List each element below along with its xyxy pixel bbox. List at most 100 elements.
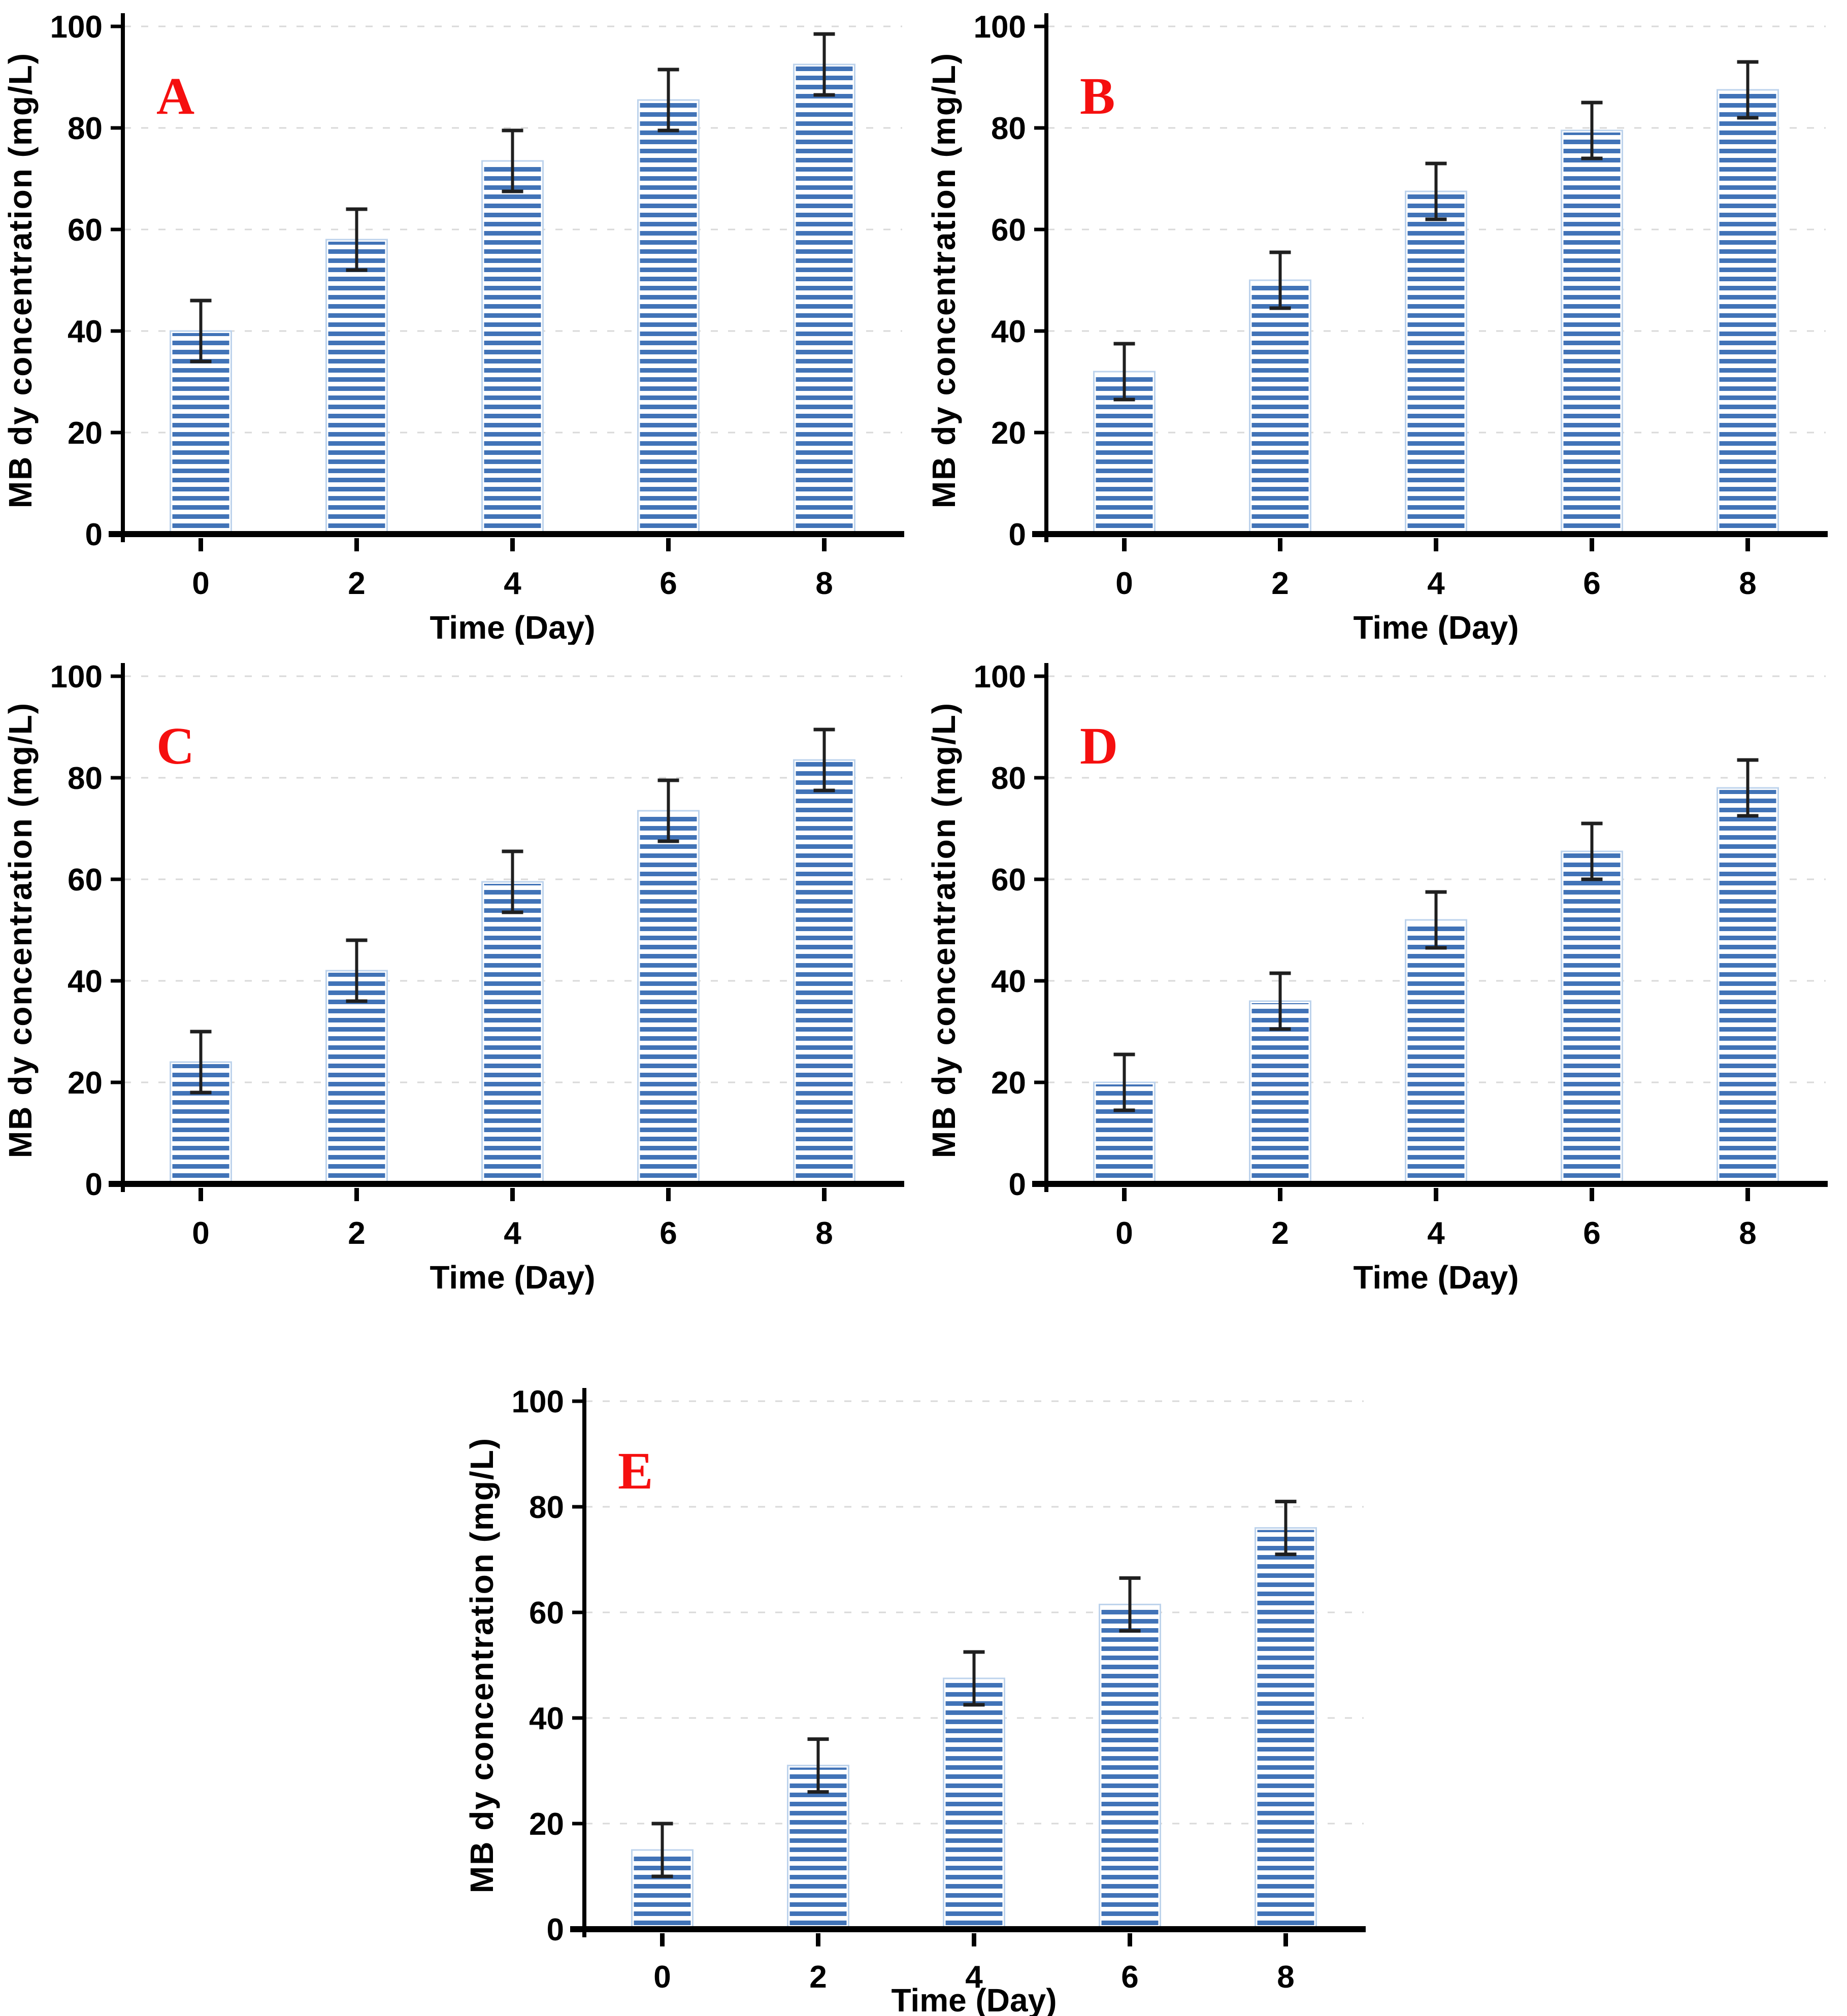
bar-stripes-day-8 xyxy=(1719,92,1776,533)
y-tick-label-100: 100 xyxy=(974,659,1026,695)
error-bar-day-4 xyxy=(502,849,523,914)
error-bar-day-8 xyxy=(1275,1500,1297,1557)
x-axis-title: Time (Day) xyxy=(430,1259,595,1295)
bar-stripes-day-8 xyxy=(1257,1530,1314,1928)
bar-chart-C: 0 20 40 60 80 100 0 2 4 6 8 Time (Day) MB dy concent… xyxy=(2,659,904,1295)
chart-panel-C: 0 20 40 60 80 100 0 2 4 6 8 Time (Day) MB dy concent… xyxy=(0,650,924,1295)
chart-panel-B: 0 20 40 60 80 100 0 2 4 6 8 Time (Day) MB dy concent… xyxy=(924,0,1847,645)
x-tick-label-4: 4 xyxy=(1427,566,1445,601)
x-tick-label-2: 2 xyxy=(809,1960,827,1995)
x-axis-title: Time (Day) xyxy=(1353,609,1519,645)
x-tick-label-6: 6 xyxy=(1583,1216,1600,1251)
y-tick-label-80: 80 xyxy=(991,761,1026,796)
x-tick-label-2: 2 xyxy=(1271,566,1289,601)
x-tick-label-6: 6 xyxy=(659,1216,677,1251)
x-tick-label-6: 6 xyxy=(1121,1960,1138,1995)
error-bar-day-4 xyxy=(1425,161,1447,221)
bar-stripes-day-4 xyxy=(484,163,541,533)
error-bar-day-4 xyxy=(963,1650,985,1707)
y-tick-label-60: 60 xyxy=(68,213,103,248)
x-tick-label-8: 8 xyxy=(1277,1960,1294,1995)
bar-stripes-day-2 xyxy=(1251,282,1309,533)
y-tick-label-0: 0 xyxy=(85,1167,103,1202)
y-tick-label-100: 100 xyxy=(974,10,1026,45)
error-bar-day-0 xyxy=(1113,1052,1135,1112)
y-axis-title: MB dy concentration (mg/L) xyxy=(926,52,962,508)
bar-stripes-day-8 xyxy=(796,762,853,1183)
x-tick-label-2: 2 xyxy=(348,566,365,601)
x-tick-label-6: 6 xyxy=(659,566,677,601)
error-bar-day-2 xyxy=(1269,250,1291,310)
bar-chart-D: 0 20 40 60 80 100 0 2 4 6 8 Time (Day) MB dy concent… xyxy=(926,659,1828,1295)
y-tick-label-0: 0 xyxy=(1009,517,1026,552)
error-bar-day-8 xyxy=(1737,60,1759,120)
chart-panel-E: 0 20 40 60 80 100 0 2 4 6 8 Time (Day) MB dy concent… xyxy=(461,1315,1385,2016)
y-tick-label-100: 100 xyxy=(50,10,103,45)
y-tick-label-20: 20 xyxy=(991,1066,1026,1101)
error-bar-day-8 xyxy=(1737,758,1759,818)
bar-chart-E: 0 20 40 60 80 100 0 2 4 6 8 Time (Day) MB dy concent… xyxy=(464,1384,1366,2016)
y-tick-label-80: 80 xyxy=(68,761,103,796)
error-bar-day-0 xyxy=(1113,342,1135,402)
panel-letter-B: B xyxy=(1080,67,1115,125)
error-bar-day-2 xyxy=(346,938,368,1003)
y-tick-label-0: 0 xyxy=(547,1912,564,1947)
panel-letter-E: E xyxy=(618,1442,653,1500)
y-tick-label-20: 20 xyxy=(68,416,103,451)
y-tick-label-80: 80 xyxy=(68,111,103,146)
y-tick-label-40: 40 xyxy=(68,964,103,999)
error-bar-day-2 xyxy=(807,1737,829,1794)
x-tick-label-8: 8 xyxy=(1739,566,1756,601)
bar-stripes-day-2 xyxy=(789,1767,847,1928)
y-tick-label-20: 20 xyxy=(529,1807,564,1842)
x-tick-label-4: 4 xyxy=(965,1960,983,1995)
chart-panel-A: 0 20 40 60 80 100 0 2 4 6 8 Time (Day) MB dy concent… xyxy=(0,0,924,645)
error-bar-day-8 xyxy=(813,32,835,97)
bar-stripes-day-4 xyxy=(484,884,541,1183)
y-tick-label-100: 100 xyxy=(50,659,103,695)
error-bar-day-2 xyxy=(1269,971,1291,1031)
y-tick-label-40: 40 xyxy=(991,314,1026,349)
y-tick-label-60: 60 xyxy=(991,863,1026,898)
y-tick-label-80: 80 xyxy=(991,111,1026,146)
error-bar-day-0 xyxy=(190,299,212,363)
y-tick-label-40: 40 xyxy=(991,964,1026,999)
error-bar-day-4 xyxy=(502,128,523,193)
bar-stripes-day-2 xyxy=(1251,1003,1309,1183)
x-tick-label-4: 4 xyxy=(504,1216,521,1251)
error-bar-day-0 xyxy=(190,1030,212,1095)
error-bar-day-6 xyxy=(657,68,679,133)
bar-stripes-day-8 xyxy=(796,67,853,533)
x-axis-title: Time (Day) xyxy=(1353,1259,1519,1295)
error-bar-day-6 xyxy=(657,778,679,843)
bar-stripes-day-8 xyxy=(1719,790,1776,1183)
x-axis-title: Time (Day) xyxy=(891,1982,1057,2016)
error-bar-day-2 xyxy=(346,207,368,272)
error-bar-day-6 xyxy=(1581,101,1603,160)
y-axis-title: MB dy concentration (mg/L) xyxy=(2,702,39,1158)
x-tick-label-8: 8 xyxy=(815,1216,833,1251)
x-tick-label-0: 0 xyxy=(192,566,209,601)
x-tick-label-4: 4 xyxy=(504,566,521,601)
chart-panel-D: 0 20 40 60 80 100 0 2 4 6 8 Time (Day) MB dy concent… xyxy=(924,650,1847,1295)
bar-stripes-day-6 xyxy=(1563,853,1621,1183)
y-tick-label-60: 60 xyxy=(68,863,103,898)
y-tick-label-20: 20 xyxy=(68,1066,103,1101)
error-bar-day-4 xyxy=(1425,890,1447,950)
y-tick-label-0: 0 xyxy=(85,517,103,552)
y-tick-label-60: 60 xyxy=(529,1596,564,1631)
y-axis-title: MB dy concentration (mg/L) xyxy=(2,52,39,508)
error-bar-day-8 xyxy=(813,728,835,792)
x-axis-title: Time (Day) xyxy=(430,609,595,645)
bar-stripes-day-2 xyxy=(328,973,385,1183)
error-bar-day-6 xyxy=(1119,1576,1141,1633)
x-tick-label-4: 4 xyxy=(1427,1216,1445,1251)
panel-letter-D: D xyxy=(1080,717,1118,775)
bar-stripes-day-6 xyxy=(1563,133,1621,533)
x-tick-label-8: 8 xyxy=(1739,1216,1756,1251)
x-tick-label-8: 8 xyxy=(815,566,833,601)
x-tick-label-0: 0 xyxy=(1115,1216,1133,1251)
y-tick-label-40: 40 xyxy=(68,314,103,349)
bar-stripes-day-0 xyxy=(172,333,229,533)
y-tick-label-0: 0 xyxy=(1009,1167,1026,1202)
